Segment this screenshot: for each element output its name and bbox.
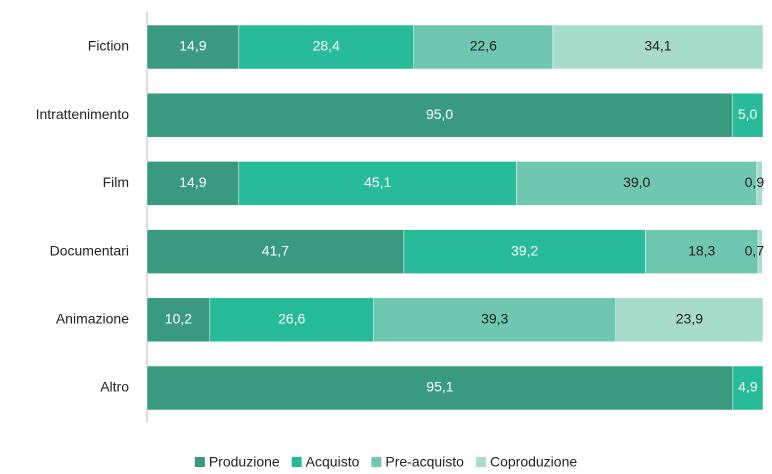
data-label: 14,9 <box>179 38 206 54</box>
data-label: 41,7 <box>262 242 289 258</box>
legend-swatch <box>194 457 205 467</box>
bar-segment <box>146 297 211 343</box>
data-label: 14,9 <box>179 174 206 190</box>
data-label: 39,2 <box>511 242 538 258</box>
data-label: 5,0 <box>738 106 758 122</box>
bar-segment <box>756 161 763 206</box>
data-label: 23,9 <box>676 311 703 327</box>
bar-segment <box>146 229 405 274</box>
bar-segment <box>403 229 646 274</box>
data-label: 4,9 <box>738 379 758 395</box>
data-label: 95,0 <box>426 106 453 122</box>
legend-label: Coproduzione <box>490 454 577 469</box>
legend-swatch <box>291 457 302 467</box>
bar-segment <box>373 297 617 343</box>
legend-swatch <box>475 457 486 467</box>
bar-segment <box>552 24 764 70</box>
bar-segment <box>516 161 758 206</box>
data-label: 39,0 <box>623 174 650 190</box>
data-label: 22,6 <box>470 38 497 54</box>
bar-segment <box>732 365 764 411</box>
data-label: 26,6 <box>278 311 305 327</box>
y-tick-label: Altro <box>100 379 129 395</box>
y-tick-label: Documentari <box>50 242 129 258</box>
y-tick-label: Fiction <box>88 38 129 54</box>
y-tick-label: Intrattenimento <box>36 106 130 122</box>
data-label: 95,1 <box>426 379 453 395</box>
data-label: 39,3 <box>481 311 508 327</box>
data-label: 0,9 <box>745 174 765 190</box>
bar-segment <box>413 24 554 70</box>
legend-label: Pre-acquisto <box>385 454 464 469</box>
bar-segment <box>238 161 517 206</box>
data-label: 10,2 <box>165 311 192 327</box>
legend-label: Acquisto <box>306 454 360 469</box>
data-label: 28,4 <box>313 38 340 54</box>
legend-label: Produzione <box>209 454 280 469</box>
data-label: 45,1 <box>364 174 391 190</box>
bar-segment <box>757 229 763 274</box>
bar-segment <box>146 365 734 411</box>
bar-segment <box>731 92 764 138</box>
data-label: 34,1 <box>644 38 671 54</box>
legend-swatch <box>371 457 382 467</box>
data-label: 0,7 <box>745 242 765 258</box>
data-label: 18,3 <box>688 242 715 258</box>
bar-segment <box>146 24 240 70</box>
y-tick-label: Film <box>103 174 129 190</box>
bar-segment <box>645 229 759 274</box>
bar-segment <box>209 297 374 343</box>
bar-segment <box>238 24 414 70</box>
bar-segment <box>615 297 764 343</box>
y-tick-label: Animazione <box>56 311 129 327</box>
